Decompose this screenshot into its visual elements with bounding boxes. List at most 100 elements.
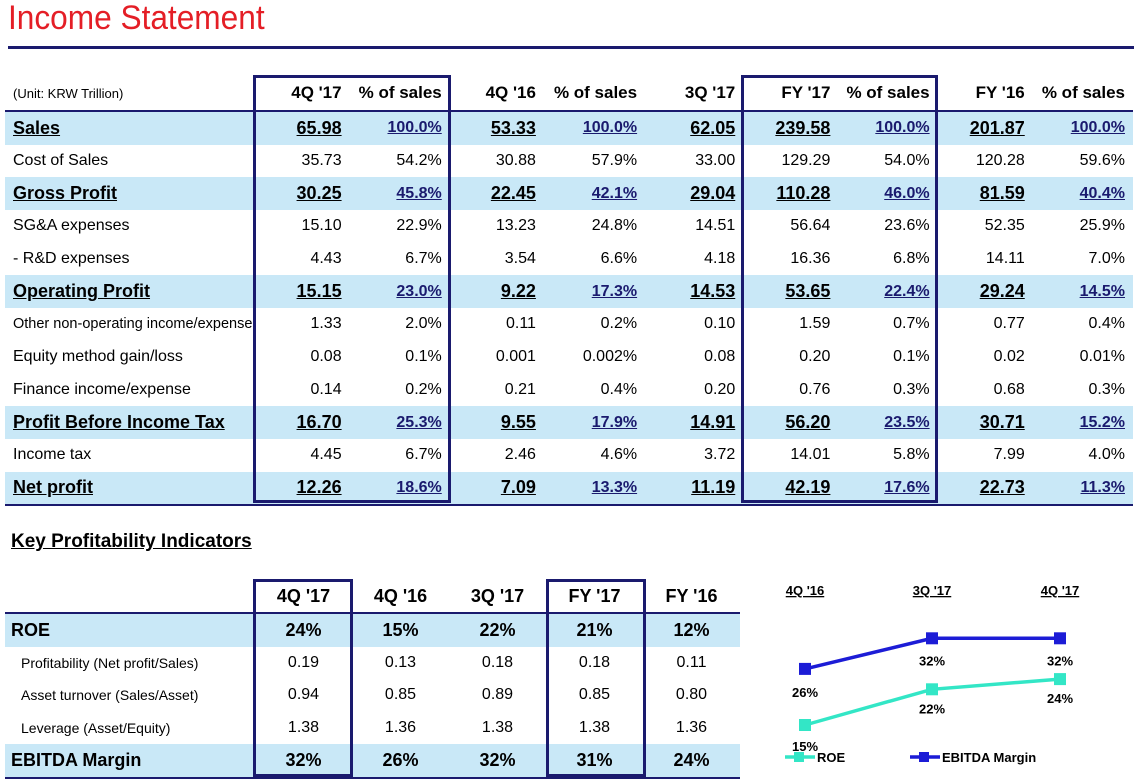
income-cell: 22.73 [937, 471, 1033, 507]
income-cell: 0.14 [310, 380, 342, 398]
income-cell: 42.1% [543, 177, 646, 211]
kpi-header-row: 4Q '17 4Q '16 3Q '17 FY '17 FY '16 [5, 580, 740, 614]
income-row-label: Equity method gain/loss [13, 348, 183, 366]
income-cell: 11.19 [645, 471, 744, 507]
income-cell: 0.21 [504, 380, 536, 398]
income-cell: 129.29 [781, 152, 831, 170]
income-cell: 1.59 [799, 315, 831, 333]
income-row: - R&D expenses 4.43 6.7% 3.54 6.6% 4.18 16.36 6… [5, 243, 1133, 276]
income-cell: 25.3% [349, 406, 450, 439]
income-cell: 65.98 [255, 111, 350, 145]
kpi-cell: 0.11 [676, 653, 707, 671]
income-cell: 7.99 [993, 446, 1025, 464]
kpi-cell: 24% [255, 613, 352, 647]
kpi-cell: 32% [449, 744, 546, 779]
income-cell: 0.76 [799, 380, 831, 398]
income-row-label: Profit Before Income Tax [5, 406, 256, 439]
kpi-cell: 0.89 [481, 686, 514, 704]
income-cell: 54.0% [884, 152, 930, 170]
income-row: Equity method gain/loss 0.08 0.1% 0.001 0.00… [5, 341, 1133, 374]
kpi-cell: 0.85 [384, 686, 417, 704]
income-cell: 56.20 [743, 406, 839, 439]
kpi-column-header: 4Q '17 [255, 580, 352, 614]
income-row-label: Net profit [5, 471, 256, 507]
income-cell: 0.01% [1079, 348, 1125, 366]
chart-data-label: 24% [1047, 691, 1073, 706]
income-cell: 9.55 [449, 406, 544, 439]
kpi-cell: 1.36 [384, 718, 417, 736]
income-cell: 23.5% [838, 406, 938, 439]
chart-data-label: 26% [792, 685, 818, 700]
kpi-cell: 15% [352, 613, 449, 647]
income-cell: 29.04 [645, 177, 744, 211]
income-cell: 62.05 [645, 111, 744, 145]
kpi-cell: 0.18 [578, 653, 611, 671]
income-cell: 14.01 [790, 446, 831, 464]
income-cell: 0.3% [893, 380, 930, 398]
kpi-row: Leverage (Asset/Equity) 1.38 1.36 1.38 1.38 1… [5, 712, 740, 745]
income-cell: 14.11 [985, 250, 1025, 268]
income-cell: 0.20 [704, 380, 736, 398]
income-cell: 120.28 [975, 152, 1025, 170]
income-cell: 6.8% [893, 250, 930, 268]
income-row-label: Finance income/expense [13, 380, 191, 398]
income-column-header: % of sales [543, 76, 646, 112]
income-cell: 54.2% [396, 152, 442, 170]
income-cell: 56.64 [790, 217, 831, 235]
income-cell: 5.8% [893, 446, 930, 464]
income-column-header: 4Q '16 [449, 76, 544, 112]
kpi-cell: 0.80 [675, 686, 708, 704]
income-row: Sales 65.98 100.0% 53.33 100.0% 62.05 239.58 10… [5, 111, 1133, 145]
income-cell: 0.2% [405, 380, 442, 398]
income-cell: 22.9% [396, 217, 442, 235]
kpi-cell: 31% [546, 744, 643, 779]
kpi-row-label: Leverage (Asset/Equity) [21, 719, 171, 736]
income-cell: 16.70 [255, 406, 350, 439]
kpi-row: Profitability (Net profit/Sales) 0.19 0.13… [5, 647, 740, 680]
income-cell: 0.68 [993, 380, 1025, 398]
chart-legend-label: ROE [817, 750, 846, 765]
income-cell: 16.36 [790, 250, 831, 268]
kpi-cell: 12% [643, 613, 740, 647]
income-row: SG&A expenses 15.10 22.9% 13.23 24.8% 14.51 56… [5, 210, 1133, 243]
kpi-cell: 0.19 [287, 653, 320, 671]
income-row-label: Sales [5, 111, 256, 145]
chart-data-label: 22% [919, 701, 945, 716]
income-column-header: % of sales [1032, 76, 1133, 112]
income-cell: 1.33 [310, 315, 342, 333]
page-title: Income Statement [8, 0, 265, 37]
income-cell: 0.08 [704, 348, 736, 366]
income-cell: 6.7% [405, 250, 442, 268]
kpi-cell: 0.13 [384, 653, 417, 671]
income-cell: 33.00 [695, 152, 736, 170]
kpi-row-label: ROE [5, 613, 255, 647]
income-row: Income tax 4.45 6.7% 2.46 4.6% 3.72 14.01 5.8% 7… [5, 439, 1133, 472]
income-column-header: FY '16 [937, 76, 1033, 112]
income-cell: 23.6% [884, 217, 930, 235]
income-cell: 53.65 [743, 275, 839, 309]
chart-point [926, 683, 938, 696]
income-cell: 42.19 [743, 471, 839, 507]
chart-point [799, 719, 811, 731]
kpi-cell: 1.38 [287, 718, 320, 736]
chart-data-label: 32% [1047, 653, 1073, 668]
income-cell: 0.77 [993, 315, 1025, 333]
income-cell: 30.88 [495, 152, 536, 170]
kpi-row: Asset turnover (Sales/Asset) 0.94 0.85 0.89… [5, 679, 740, 712]
chart-legend-marker [919, 752, 929, 762]
chart-legend-label: EBITDA Margin [942, 750, 1036, 765]
income-row: Cost of Sales 35.73 54.2% 30.88 57.9% 33.00 12… [5, 145, 1133, 178]
income-cell: 0.4% [1088, 315, 1125, 333]
income-column-header: FY '17 [743, 76, 839, 112]
income-cell: 17.3% [543, 275, 646, 309]
income-cell: 15.15 [255, 275, 350, 309]
kpi-row: ROE 24% 15% 22% 21% 12% [5, 613, 740, 647]
income-cell: 4.43 [310, 250, 342, 268]
income-cell: 0.1% [405, 348, 442, 366]
chart-data-label: 32% [919, 653, 945, 668]
income-cell: 3.72 [704, 446, 736, 464]
income-cell: 59.6% [1079, 152, 1125, 170]
income-cell: 22.45 [449, 177, 544, 211]
income-column-header: 4Q '17 [255, 76, 350, 112]
income-cell: 14.91 [645, 406, 744, 439]
